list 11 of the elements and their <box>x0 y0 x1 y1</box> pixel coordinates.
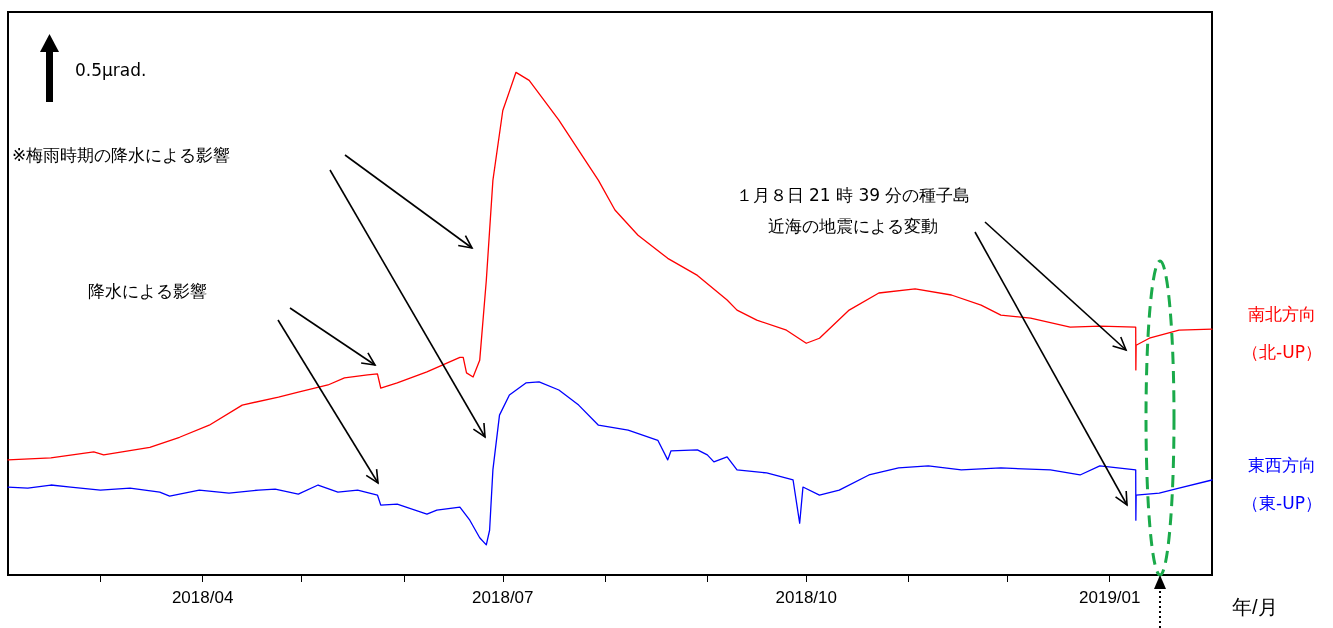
annotation: １月８日 21 時 39 分の種子島近海の地震による変動 <box>734 184 972 238</box>
annotation: 0.5μrad. <box>75 59 147 82</box>
annotation: ※梅雨時期の降水による影響 <box>12 144 231 167</box>
annotation: 降水による影響 <box>88 280 207 303</box>
series-label: 南北方向（北-UP） <box>1242 304 1322 363</box>
series-label: 東西方向（東-UP） <box>1242 454 1322 513</box>
x-tick-label: 2018/04 <box>171 588 234 607</box>
x-tick-label: 2018/10 <box>775 588 837 607</box>
x-tick-label: 2019/01 <box>1079 588 1141 607</box>
x-axis-title: 年/月 <box>1232 596 1278 618</box>
x-tick-label: 2018/07 <box>472 588 534 607</box>
